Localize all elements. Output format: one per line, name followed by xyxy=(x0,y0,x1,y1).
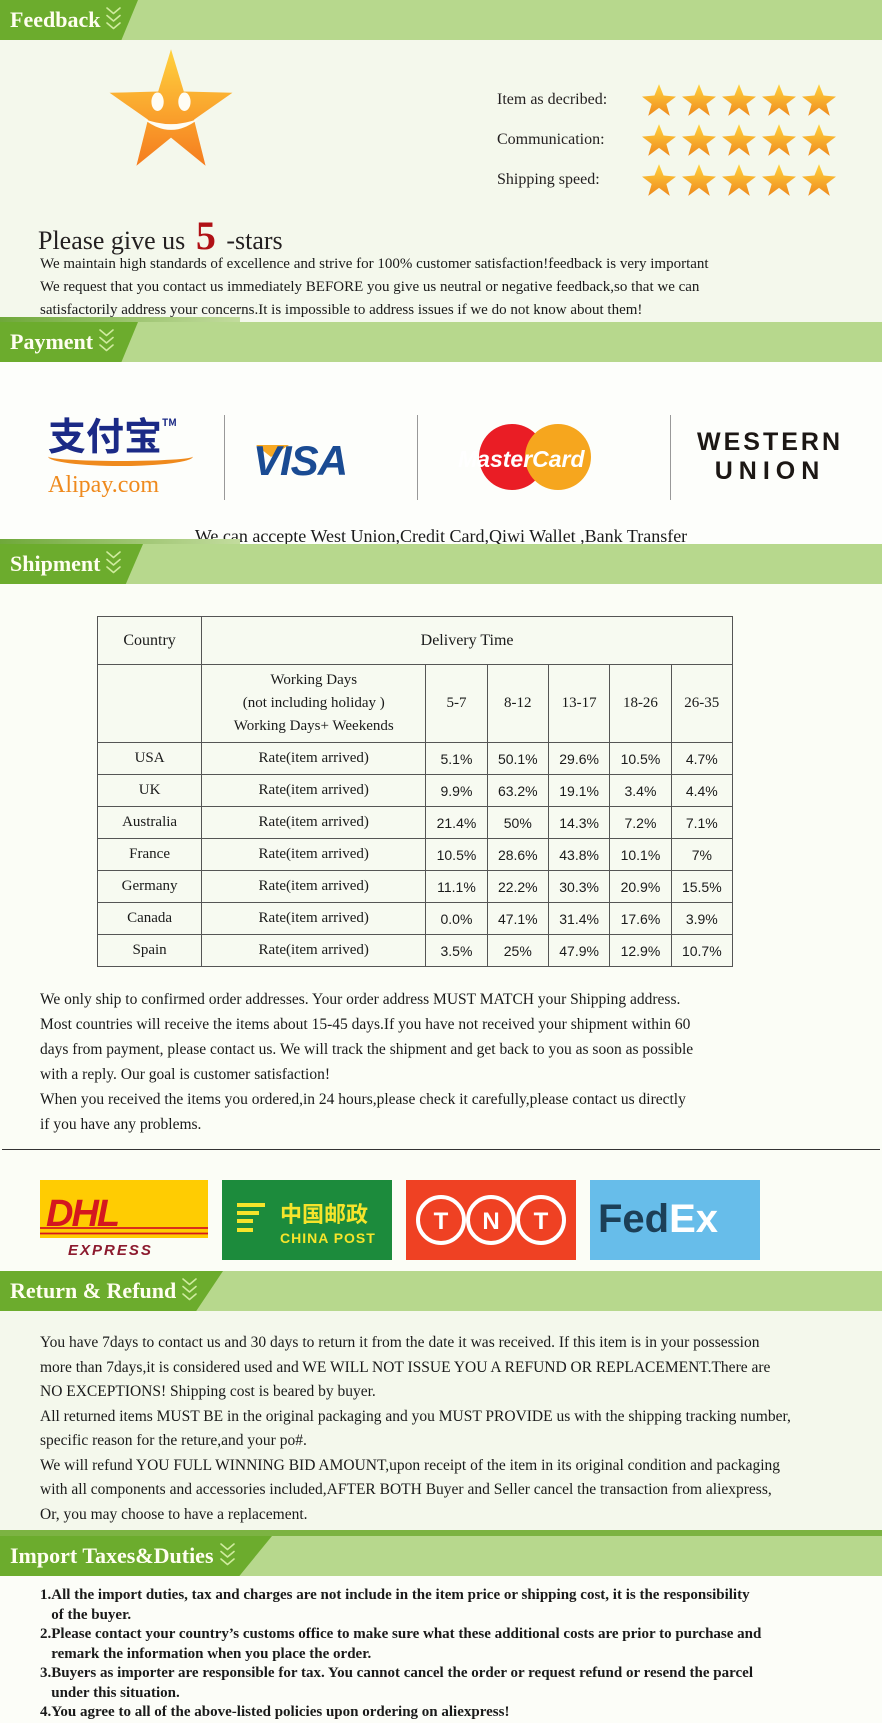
svg-text:VISA: VISA xyxy=(253,437,347,484)
svg-text:CHINA POST: CHINA POST xyxy=(280,1230,376,1246)
svg-text:FedEx: FedEx xyxy=(598,1197,718,1241)
svg-text:中国邮政: 中国邮政 xyxy=(280,1197,368,1229)
svg-text:T: T xyxy=(534,1208,549,1235)
svg-text:T: T xyxy=(434,1208,449,1235)
svg-text:MasterCard: MasterCard xyxy=(458,446,585,472)
svg-text:N: N xyxy=(482,1208,499,1235)
svg-text:EXPRESS: EXPRESS xyxy=(68,1242,153,1259)
